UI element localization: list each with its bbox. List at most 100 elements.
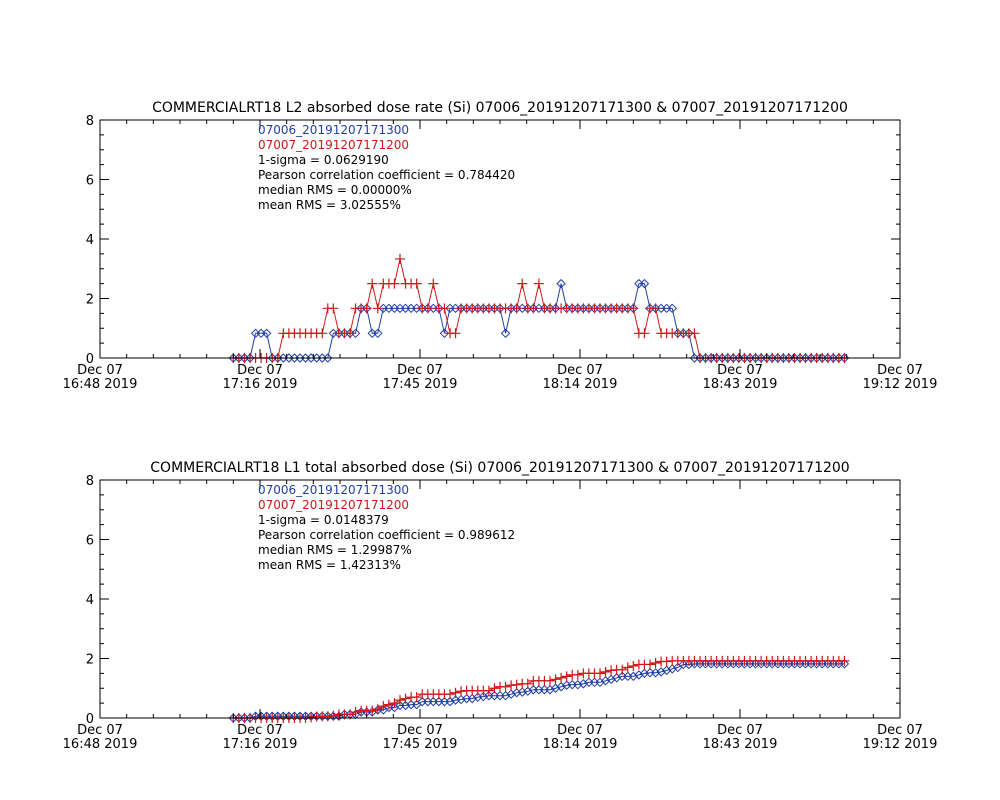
legend-series-2: 07007_20191207171200 (258, 498, 409, 512)
annotation-sigma: 1-sigma = 0.0148379 (258, 513, 389, 527)
legend-series-1: 07006_20191207171300 (258, 483, 409, 497)
data-point-diamond (661, 665, 672, 676)
data-point-plus (517, 278, 528, 289)
legend-series-1: 07006_20191207171300 (258, 123, 409, 137)
data-point-plus (439, 303, 450, 314)
data-point-plus (328, 303, 339, 314)
data-point-diamond (656, 667, 666, 677)
panel-title: COMMERCIALRT18 L1 total absorbed dose (S… (150, 460, 849, 476)
data-point-plus (395, 695, 405, 706)
data-point-diamond (628, 671, 639, 682)
x-tick-label-time: 18:14 2019 (543, 377, 618, 392)
y-tick-label: 8 (86, 114, 94, 129)
x-tick-label-date: Dec 07 (717, 723, 763, 738)
x-tick-label-time: 19:12 2019 (863, 377, 938, 392)
data-point-plus (600, 666, 611, 677)
data-point-diamond (500, 328, 511, 339)
x-tick-label-date: Dec 07 (237, 723, 283, 738)
data-point-diamond (506, 689, 516, 699)
data-point-plus (639, 328, 650, 339)
y-tick-label: 4 (86, 233, 94, 248)
data-point-plus (628, 303, 639, 314)
data-point-plus (500, 681, 511, 692)
data-point-plus (839, 655, 850, 666)
annotation-mean-rms: mean RMS = 1.42313% (258, 558, 401, 572)
data-point-plus (650, 303, 661, 314)
series-2 (228, 655, 850, 723)
data-point-diamond (550, 683, 561, 693)
x-tick-label-time: 16:48 2019 (63, 737, 138, 752)
data-point-plus (650, 657, 661, 668)
data-point-plus (556, 672, 567, 683)
legend: 07006_20191207171300 07007_2019120717120… (258, 123, 515, 212)
y-tick-label: 2 (86, 653, 94, 668)
data-point-plus (522, 678, 533, 689)
y-tick-label: 4 (86, 593, 94, 608)
x-tick-label-date: Dec 07 (877, 723, 923, 738)
y-tick-label: 0 (86, 352, 94, 367)
data-point-plus (378, 701, 389, 712)
annotation-median-rms: median RMS = 0.00000% (258, 183, 412, 197)
y-tick-label: 0 (86, 712, 94, 727)
data-point-diamond (611, 673, 622, 683)
data-point-diamond (261, 328, 272, 339)
data-point-diamond (578, 679, 589, 689)
data-point-plus (411, 278, 422, 289)
data-point-diamond (639, 278, 650, 289)
data-point-plus (545, 675, 555, 686)
x-tick-label-date: Dec 07 (77, 723, 123, 738)
annotation-mean-rms: mean RMS = 3.02555% (258, 198, 401, 212)
data-point-plus (628, 660, 639, 671)
data-point-plus (328, 710, 339, 721)
data-point-plus (511, 679, 522, 690)
data-point-diamond (439, 328, 450, 339)
panel-title: COMMERCIALRT18 L2 absorbed dose rate (Si… (152, 100, 848, 116)
data-point-diamond (350, 328, 361, 339)
annotation-median-rms: median RMS = 1.29987% (258, 543, 412, 557)
data-point-diamond (595, 677, 605, 688)
annotation-pearson: Pearson correlation coefficient = 0.7844… (258, 168, 515, 182)
data-point-plus (622, 662, 633, 673)
x-tick-label-date: Dec 07 (237, 363, 283, 378)
x-tick-label-time: 17:16 2019 (223, 737, 298, 752)
data-point-plus (617, 664, 628, 675)
data-point-plus (561, 671, 572, 682)
x-tick-label-date: Dec 07 (877, 363, 923, 378)
data-point-diamond (523, 686, 533, 696)
data-point-plus (422, 303, 433, 314)
data-point-plus (428, 278, 439, 289)
data-point-diamond (467, 693, 477, 704)
data-point-diamond (445, 696, 455, 707)
data-point-plus (645, 659, 655, 670)
data-point-plus (533, 278, 544, 289)
data-point-plus (483, 685, 494, 696)
series-marks (228, 655, 850, 723)
data-point-plus (367, 278, 378, 289)
x-tick-label-time: 17:45 2019 (383, 377, 458, 392)
data-point-plus (389, 278, 400, 289)
x-tick-label-date: Dec 07 (717, 363, 763, 378)
data-point-plus (572, 669, 583, 680)
y-tick-label: 8 (86, 474, 94, 489)
data-point-plus (367, 705, 378, 716)
data-point-plus (550, 674, 561, 685)
data-point-plus (450, 328, 461, 339)
y-axis: 0 2 4 6 8 (86, 114, 900, 367)
y-tick-label: 2 (86, 293, 94, 308)
data-point-plus (528, 303, 539, 314)
y-tick-label: 6 (86, 534, 94, 549)
x-tick-label-time: 18:43 2019 (703, 377, 778, 392)
data-point-plus (345, 328, 355, 339)
data-point-plus (511, 303, 522, 314)
data-point-plus (489, 683, 500, 694)
panel-dose-rate: COMMERCIALRT18 L2 absorbed dose rate (Si… (63, 100, 938, 392)
x-tick-label-time: 17:45 2019 (383, 737, 458, 752)
legend-series-2: 07007_20191207171200 (258, 138, 409, 152)
data-point-diamond (323, 353, 333, 363)
data-point-diamond (556, 682, 566, 692)
data-point-diamond (634, 670, 644, 680)
